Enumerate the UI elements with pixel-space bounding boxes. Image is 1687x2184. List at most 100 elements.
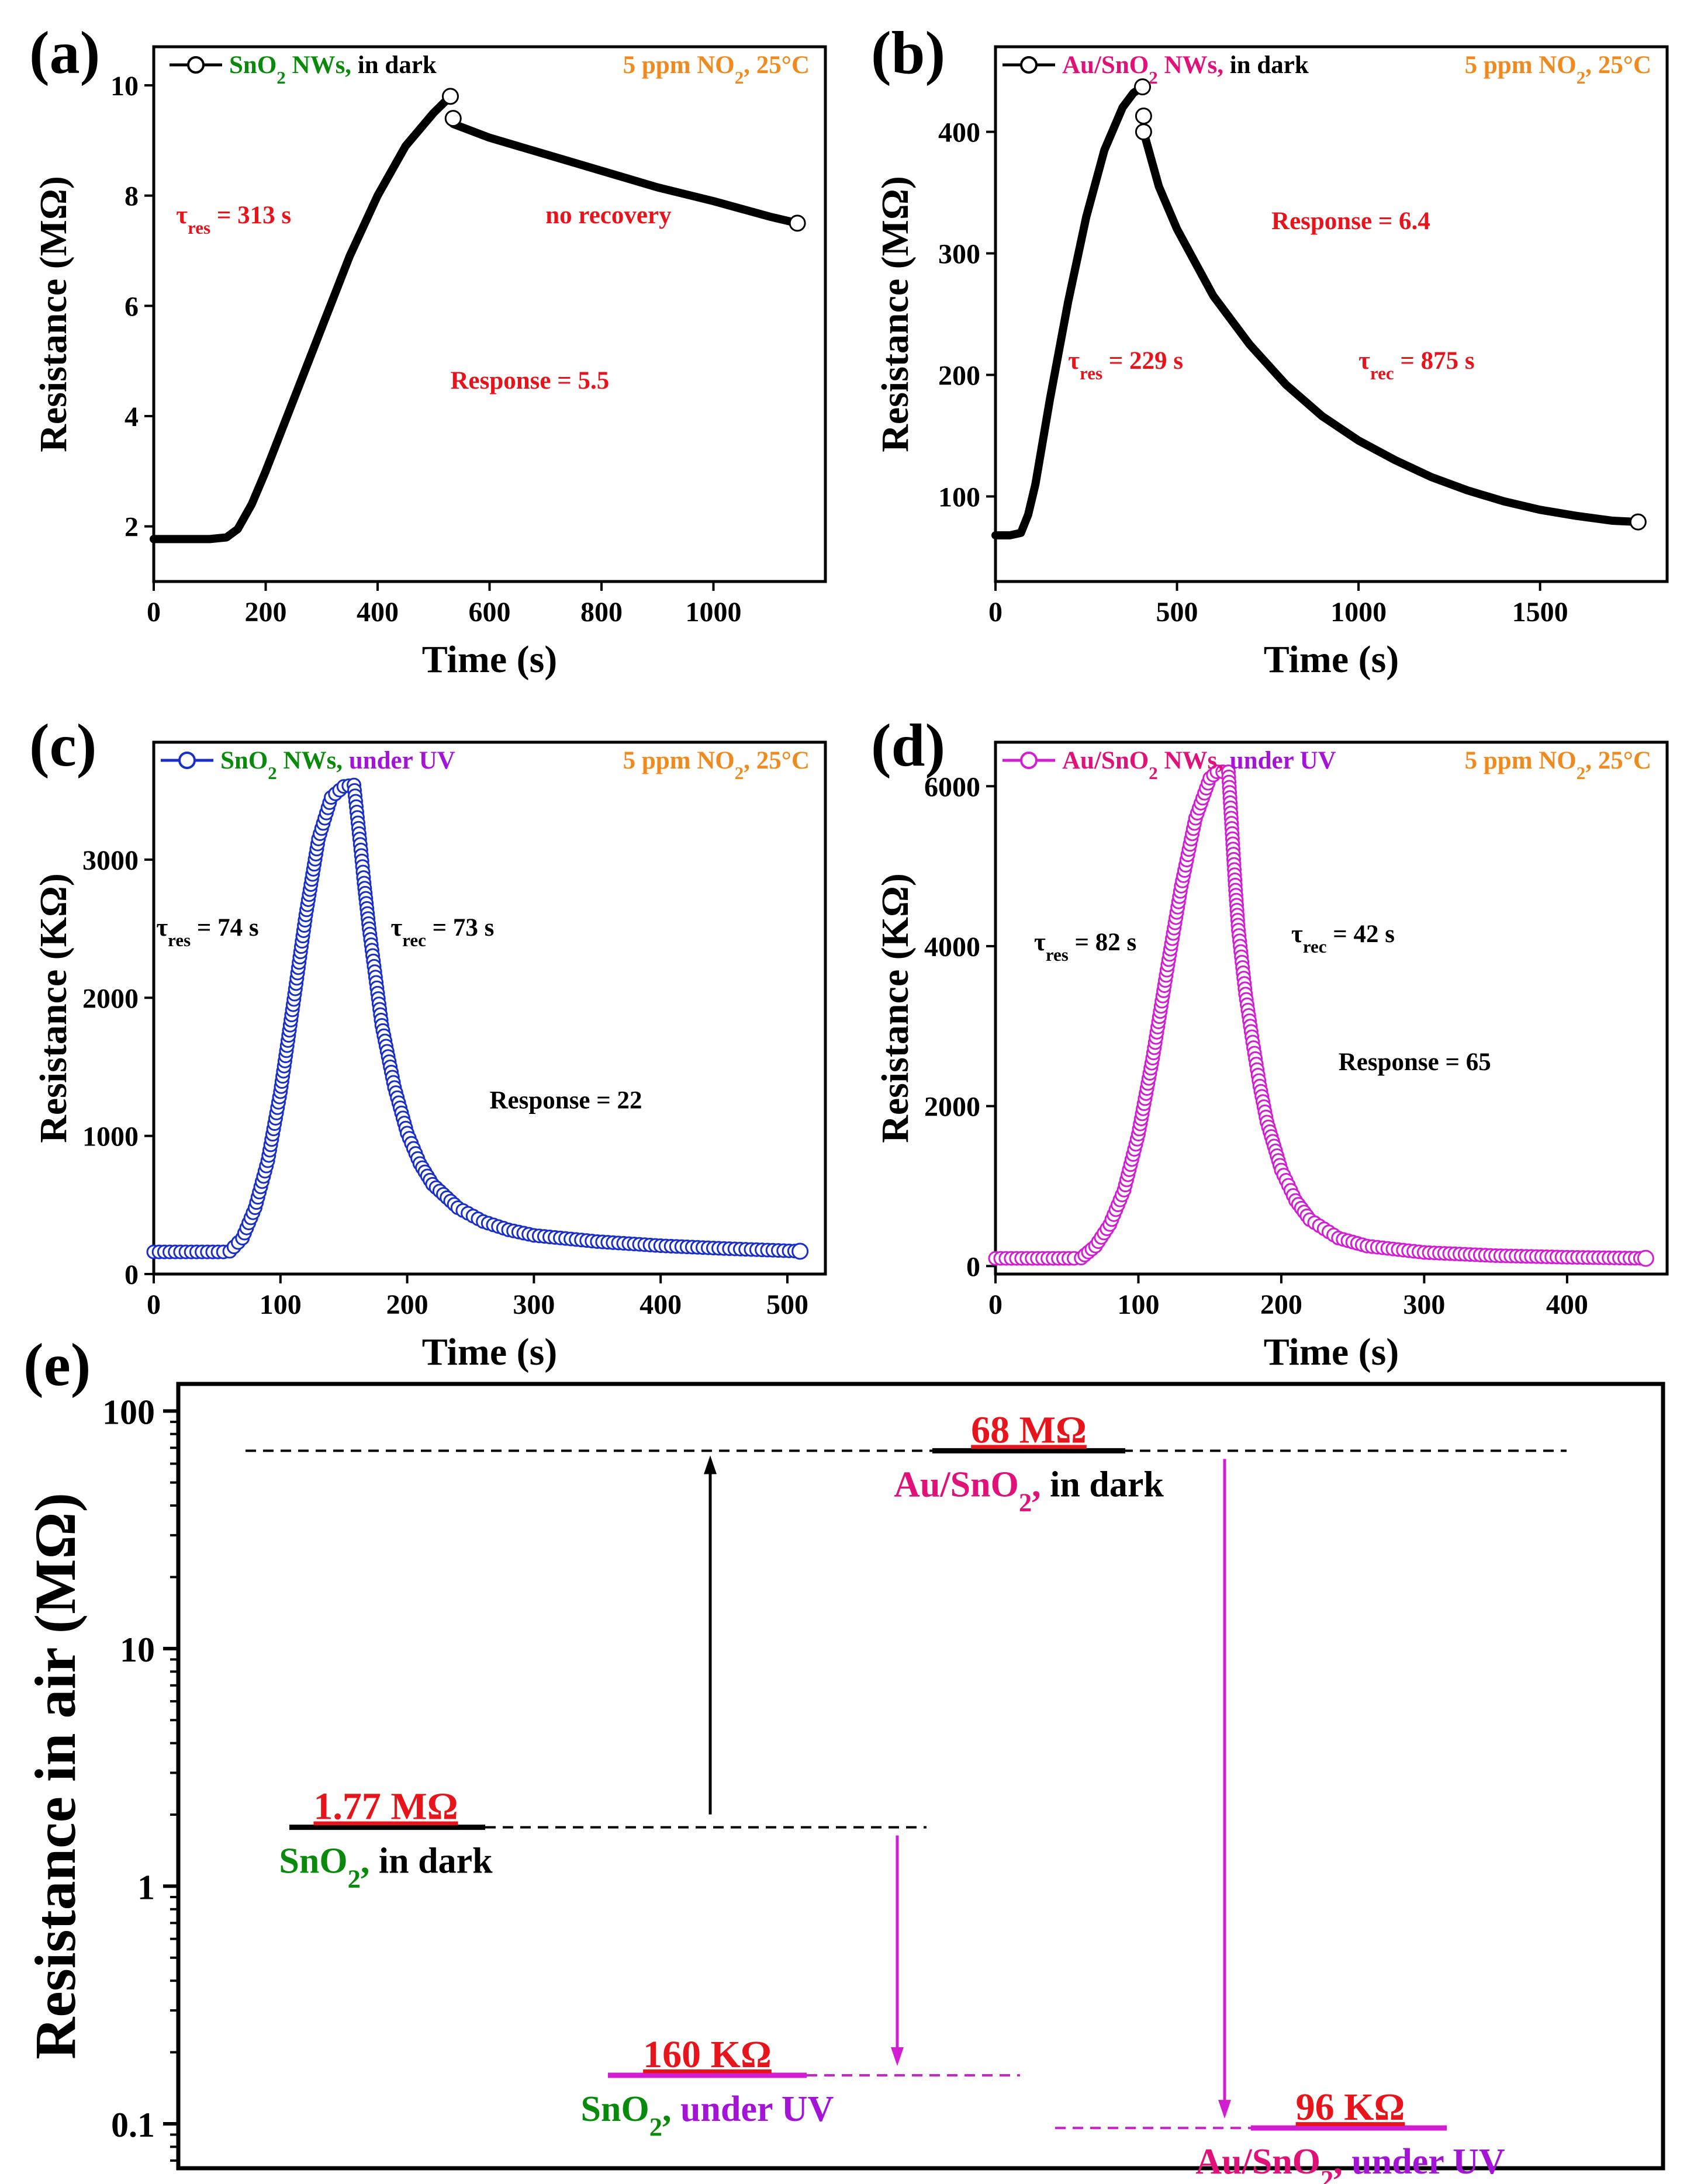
text-part: , [1333,2142,1343,2182]
panel-label: (e) [23,1331,91,1399]
series-line-0 [153,784,801,1254]
text-part: τ [176,202,188,229]
text-part: under UV [1343,2142,1505,2182]
text-part: NWs, [1158,747,1223,774]
x-tick-label: 0 [147,597,161,628]
y-axis-title: Resistance (KΩ) [32,873,75,1143]
text-part: Response = 22 [490,1086,642,1114]
y-tick-label: 300 [938,239,980,270]
panel-label: (b) [871,19,945,86]
data-point [791,1242,809,1260]
x-tick-label: 200 [245,597,287,628]
text-part: in dark [369,1842,493,1881]
text-part: res [188,217,210,237]
series-line-0 [150,92,455,544]
text-part: SnO [581,2089,649,2129]
y-tick-label: 3000 [82,845,139,876]
legend-label: SnO2 NWs, under UV [220,747,455,783]
text-part: 2 [1577,67,1585,88]
x-tick-label: 400 [639,1289,682,1320]
condition-label: 5 ppm NO2, 25°C [1465,51,1651,88]
x-tick-label: 500 [766,1289,808,1320]
y-tick-label: 100 [938,482,980,513]
text-part: Au/SnO [1062,747,1149,774]
text-part: NWs, [1158,51,1223,79]
text-part: 2 [1577,763,1585,783]
data-point [1134,78,1152,96]
annotation: τres = 313 s [176,202,291,238]
text-part: , 25°C [1585,51,1651,79]
data-point [444,110,462,127]
x-tick-label: 0 [988,1289,1002,1320]
text-part: Response = 65 [1339,1048,1491,1076]
text-part: = 313 s [210,202,291,229]
x-tick-label: 300 [1403,1289,1445,1320]
text-part: no recovery [545,202,672,229]
legend-label: SnO2 NWs, in dark [229,51,437,88]
panel-label: (d) [871,712,945,779]
y-tick-label: 6000 [924,771,980,802]
text-part: 2 [276,67,285,88]
data-point [441,88,459,105]
level-caption: SnO2, in dark [279,1842,493,1894]
annotation: τrec = 42 s [1291,920,1395,957]
text-part: SnO [279,1842,347,1881]
text-part: rec [1370,363,1394,383]
data-point [1135,108,1152,125]
text-part: in dark [1041,1465,1164,1504]
x-tick-label: 100 [1117,1289,1159,1320]
text-part: 2 [649,2112,662,2141]
condition-label: 5 ppm NO2, 25°C [1465,747,1651,783]
text-part: τ [390,914,402,942]
panel-a: 0 200 400 600 800 1000 2 4 6 8 10 Time (s) Resistanc… [29,19,827,681]
data-point [789,214,806,232]
annotation: τrec = 875 s [1358,347,1474,383]
y-tick-label: 400 [938,117,980,148]
text-part: , 25°C [1585,747,1651,774]
x-tick-label: 300 [513,1289,555,1320]
level-value: 1.77 MΩ [313,1785,458,1828]
text-part: , [662,2089,672,2129]
level-caption: Au/SnO2, in dark [894,1465,1164,1517]
legend-marker [1020,752,1038,769]
y-tick-label: 0.1 [111,2106,155,2144]
annotation: Response = 22 [490,1086,642,1114]
plot-frame [994,740,1669,1276]
series-line-1 [449,120,802,227]
x-tick-label: 200 [386,1289,428,1320]
y-tick-label: 4 [125,402,139,432]
arrow-head [1218,2100,1231,2119]
data-point [1629,513,1647,531]
x-axis-title: Time (s) [422,1331,558,1373]
x-tick-label: 1500 [1512,597,1568,628]
level-value: 96 KΩ [1296,2086,1405,2128]
text-part: , [1032,1465,1041,1504]
y-tick-label: 10 [120,1631,155,1669]
text-part: , [361,1842,370,1881]
x-tick-label: 200 [1260,1289,1302,1320]
level-value: 68 MΩ [971,1408,1087,1451]
legend-label: Au/SnO2 NWs, under UV [1062,747,1336,783]
text-part: τ [1068,347,1080,375]
x-tick-label: 500 [1156,597,1198,628]
annotation: no recovery [545,202,672,229]
text-part: Au/SnO [1062,51,1149,79]
annotation: τres = 229 s [1068,347,1183,383]
level-caption: SnO2, under UV [581,2089,834,2141]
y-axis-title: Resistance (MΩ) [874,176,917,452]
text-part: = 875 s [1394,347,1475,375]
x-tick-label: 1000 [1330,597,1387,628]
text-part: 2 [1149,763,1157,783]
y-tick-label: 8 [125,181,139,212]
annotation: Response = 6.4 [1271,207,1430,235]
text-part: Response = 5.5 [450,367,609,394]
text-part: in dark [1223,51,1309,79]
plot-frame [994,45,1669,583]
text-part: 2 [735,763,744,783]
text-part: NWs, [286,51,351,79]
x-axis-title: Time (s) [1264,638,1399,681]
x-tick-label: 1000 [686,597,742,628]
annotation: Response = 5.5 [450,367,609,394]
text-part: under UV [672,2089,834,2129]
text-part: 5 ppm NO [1465,747,1577,774]
